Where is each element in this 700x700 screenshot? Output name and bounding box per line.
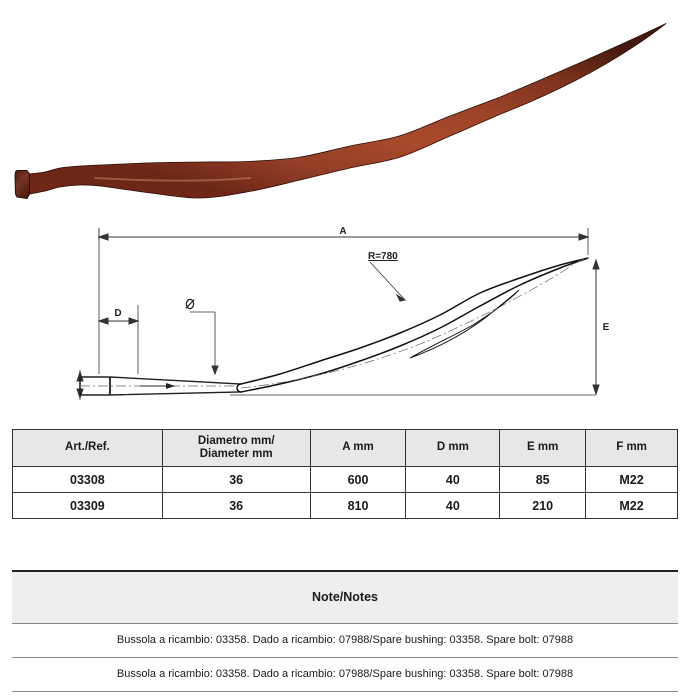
svg-text:E: E <box>603 322 610 333</box>
svg-text:R=780: R=780 <box>368 251 398 262</box>
svg-text:A: A <box>339 226 346 237</box>
svg-text:D: D <box>114 308 121 319</box>
